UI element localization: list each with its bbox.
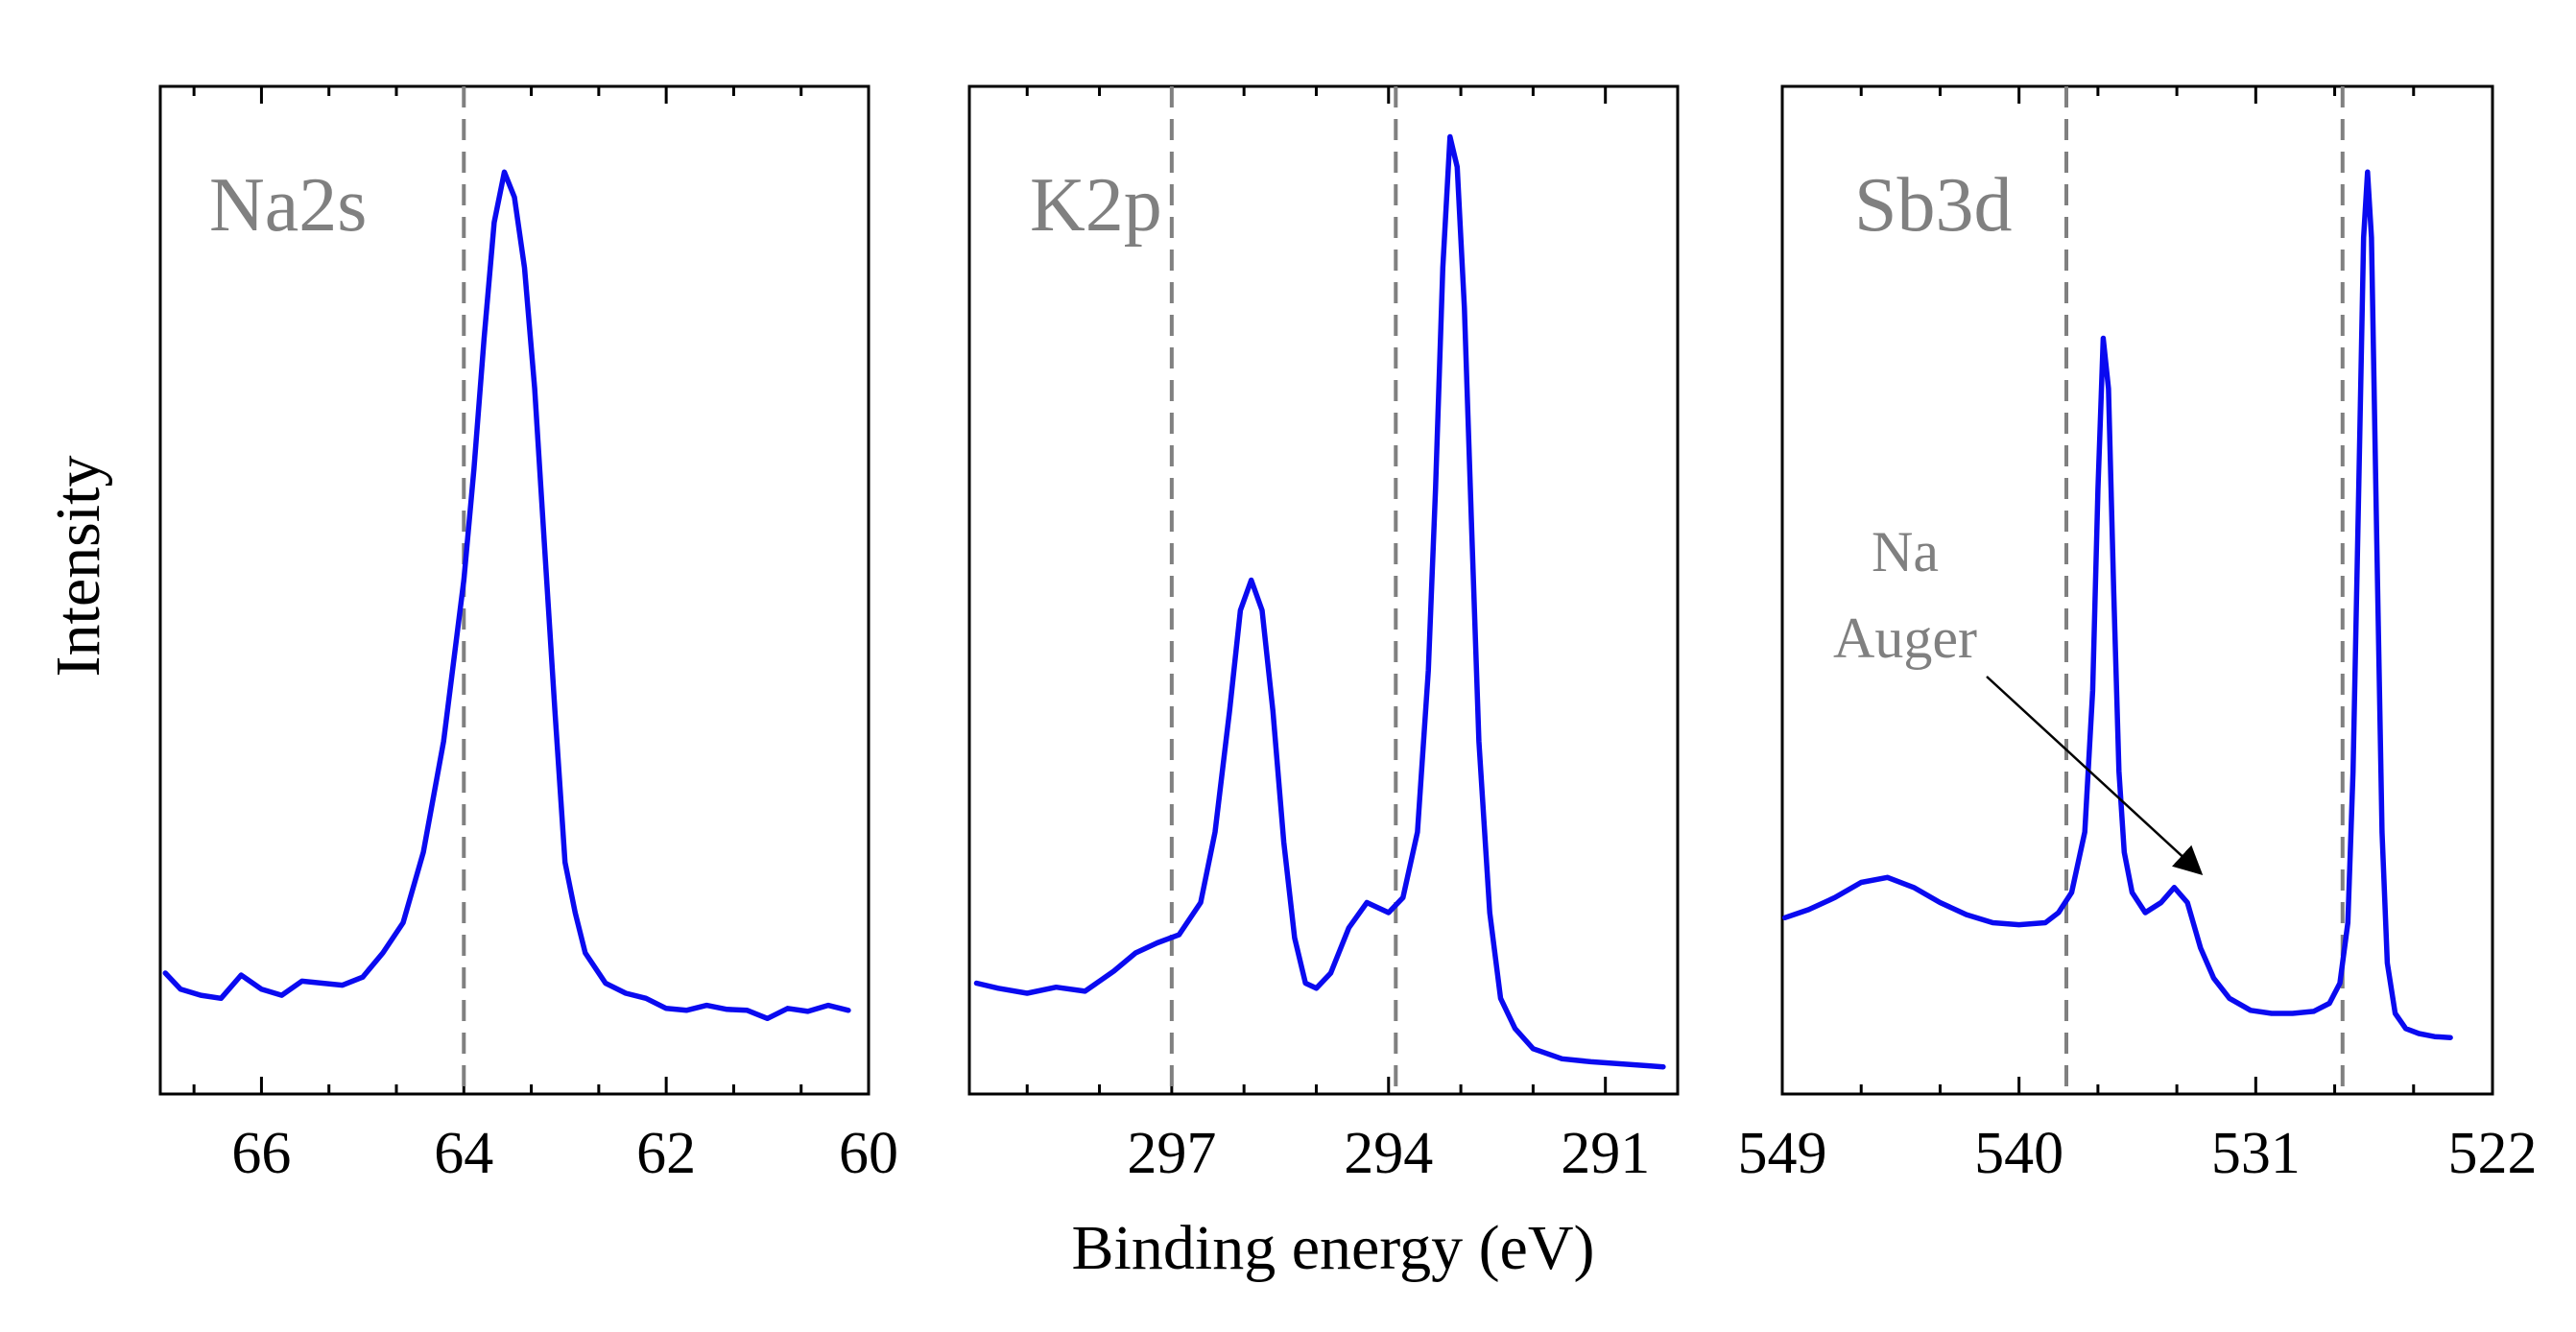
- x-tick-label: 549: [1738, 1121, 1827, 1186]
- spectrum-line: [973, 133, 1666, 1070]
- panel-label: Na2s: [209, 163, 367, 248]
- x-tick-label: 66: [231, 1121, 291, 1186]
- panel-label: Sb3d: [1854, 163, 2013, 248]
- plot-frame: [1780, 84, 2494, 1096]
- panel-3: 549 540 531 522 Sb3d Na Auger: [1738, 84, 2538, 1186]
- panel-2: 297 294 291 K2p Binding energy (eV): [967, 84, 1680, 1283]
- y-axis-title: Intensity: [43, 456, 113, 678]
- x-tick-label: 540: [1974, 1121, 2063, 1186]
- x-tick-label: 294: [1344, 1121, 1433, 1186]
- panel-label: K2p: [1030, 163, 1162, 248]
- x-tick-label: 522: [2448, 1121, 2538, 1186]
- x-tick-label: 291: [1561, 1121, 1650, 1186]
- spectrum-line: [162, 169, 851, 1022]
- x-tick-label: 60: [839, 1121, 898, 1186]
- plot-frame: [967, 84, 1680, 1096]
- panel-1: 66 64 62 60 Na2s Intensity: [43, 84, 898, 1186]
- plot-frame: [158, 84, 871, 1096]
- annotation-line-2: Auger: [1833, 607, 1977, 670]
- x-tick-label: 297: [1127, 1121, 1216, 1186]
- spectrum-line: [1781, 169, 2453, 1040]
- x-tick-label: 64: [434, 1121, 493, 1186]
- x-tick-label: 531: [2211, 1121, 2301, 1186]
- annotation-line-1: Na: [1872, 520, 1939, 583]
- annotation-arrow: [1986, 676, 2204, 876]
- x-axis-title: Binding energy (eV): [1072, 1213, 1595, 1283]
- x-tick-label: 62: [636, 1121, 696, 1186]
